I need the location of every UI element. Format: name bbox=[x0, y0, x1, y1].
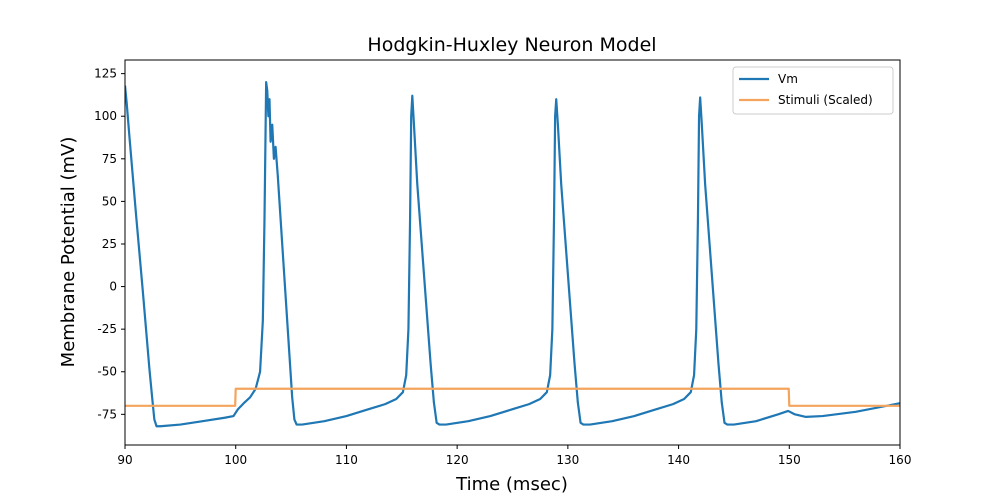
legend: Vm Stimuli (Scaled) bbox=[732, 66, 894, 115]
y-tick-label: 50 bbox=[102, 194, 117, 208]
x-tick-label: 160 bbox=[889, 453, 912, 467]
y-tick-label: 100 bbox=[94, 109, 117, 123]
x-axis: 90 100 110 120 130 140 150 160 bbox=[117, 445, 911, 467]
x-tick-label: 140 bbox=[667, 453, 690, 467]
x-tick-label: 110 bbox=[335, 453, 358, 467]
plot-area bbox=[124, 59, 901, 446]
series-layer bbox=[125, 81, 900, 428]
x-axis-label: Time (msec) bbox=[455, 474, 568, 495]
x-tick-label: 150 bbox=[778, 453, 801, 467]
x-tick-label: 120 bbox=[446, 453, 469, 467]
chart-title: Hodgkin-Huxley Neuron Model bbox=[367, 34, 656, 56]
legend-label-stimuli: Stimuli (Scaled) bbox=[778, 93, 873, 107]
y-axis-label: Membrane Potential (mV) bbox=[58, 137, 79, 368]
y-tick-label: -75 bbox=[97, 407, 117, 421]
x-tick-label: 100 bbox=[224, 453, 247, 467]
y-tick-label: 0 bbox=[109, 280, 117, 294]
y-tick-label: 25 bbox=[102, 237, 117, 251]
series-line-stimuli bbox=[125, 387, 900, 407]
y-axis: -75 -50 -25 0 25 50 75 100 125 bbox=[94, 67, 125, 421]
plot-frame bbox=[124, 59, 901, 446]
y-tick-label: 125 bbox=[94, 67, 117, 81]
legend-box bbox=[732, 66, 894, 115]
y-tick-label: -25 bbox=[97, 322, 117, 336]
y-tick-label: 75 bbox=[102, 152, 117, 166]
x-tick-label: 90 bbox=[117, 453, 132, 467]
series-line-vm bbox=[125, 81, 900, 428]
x-tick-label: 130 bbox=[556, 453, 579, 467]
y-tick-label: -50 bbox=[97, 365, 117, 379]
legend-label-vm: Vm bbox=[778, 72, 798, 86]
